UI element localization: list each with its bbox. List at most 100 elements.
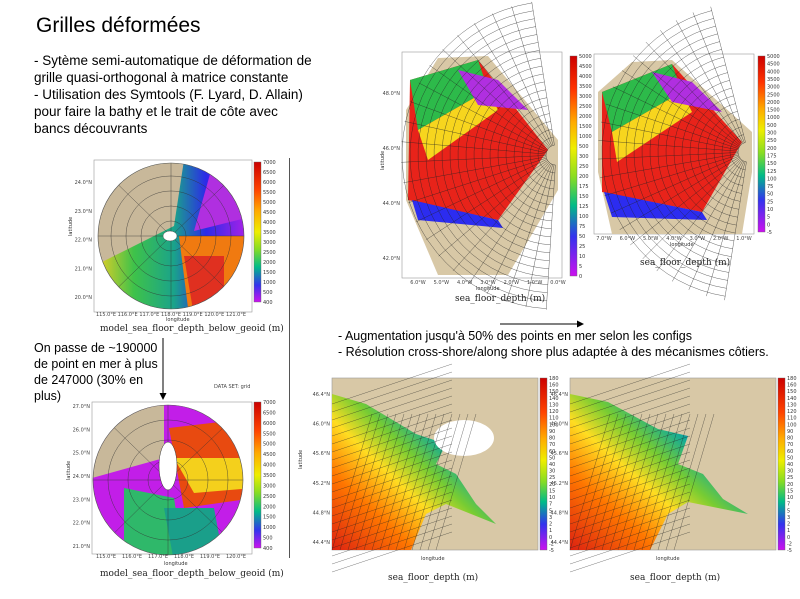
colorbar-tick-label: 6000 [263, 421, 276, 427]
colorbar-tick-label: 10 [549, 495, 555, 501]
grid-line [569, 419, 691, 461]
colorbar-tick-label: 4500 [767, 62, 780, 68]
colorbar-tick-label: 4500 [263, 452, 276, 458]
colorbar-tick-label: 25 [787, 475, 793, 481]
colorbar-tick-label: 2500 [579, 104, 592, 110]
x-tick-label: 118.0°E [161, 312, 181, 318]
grid-arc [545, 144, 556, 166]
colorbar-tick-label: 500 [263, 536, 273, 542]
x-axis-label: longitude [670, 242, 694, 248]
colorbar-tick-label: 5 [767, 215, 770, 221]
x-tick-label: 119.0°E [200, 554, 220, 560]
colorbar-tick-label: 15 [787, 488, 793, 494]
colorbar-tick-label: 175 [767, 153, 777, 159]
grid-line [673, 413, 715, 551]
grid-line [569, 427, 691, 469]
x-tick-label: 1.0°W [527, 280, 542, 286]
colorbar-tick-label: 100 [549, 422, 559, 428]
grid-line [569, 403, 691, 445]
grid-line [411, 413, 453, 551]
grid-line [331, 483, 453, 525]
grid-line [569, 499, 691, 541]
colorbar-tick-label: 40 [549, 462, 555, 468]
colorbar-tick-label: 300 [767, 131, 777, 137]
colorbar-tick-label: 2500 [263, 250, 276, 256]
grid-line [641, 413, 683, 551]
grid-line [585, 413, 627, 551]
grid-ray [457, 35, 550, 148]
colorbar-tick-label: 200 [579, 174, 589, 180]
y-tick-label: 27.0°N [73, 404, 91, 410]
x-axis-label: longitude [166, 317, 190, 323]
colorbar-tick-label: 5000 [263, 442, 276, 448]
grid-ray [469, 163, 551, 284]
y-tick-label: 44.8°N [551, 510, 569, 516]
grid-ray [706, 161, 746, 297]
grid-line [395, 413, 437, 551]
colorbar-tick-label: 120 [787, 409, 797, 415]
grid-line [569, 531, 691, 573]
colorbar-tick-label: 7000 [263, 160, 276, 166]
grid-line [331, 363, 453, 405]
grid-ray [429, 65, 548, 150]
colorbar-tick-label: 4500 [263, 210, 276, 216]
x-tick-label: 119.0°E [183, 312, 203, 318]
colorbar-tick-label: -5 [549, 548, 554, 554]
colorbar-tick-label: 0 [549, 535, 552, 541]
colorbar-tick-label: 120 [549, 409, 559, 415]
grid-ray [442, 49, 549, 149]
colorbar-tick-label: 75 [767, 184, 773, 190]
y-tick-label: 46.0°N [551, 422, 569, 428]
x-tick-label: 1.0°W [736, 236, 751, 242]
colorbar-tick-label: 20 [549, 482, 555, 488]
grid-ray [642, 158, 742, 259]
y-tick-label: 20.0°N [75, 295, 93, 301]
grid-line [593, 413, 635, 551]
colorbar-tick-label: 3500 [579, 84, 592, 90]
y-tick-label: 21.0°N [73, 544, 91, 550]
colorbar-tick-label: 180 [549, 376, 559, 382]
colorbar-tick-label: 1 [787, 528, 790, 534]
y-tick-label: 23.0°N [73, 497, 91, 503]
colorbar-tick-label: 1000 [579, 134, 592, 140]
grid-ray [401, 141, 547, 155]
colorbar-tick-label: 3 [787, 515, 790, 521]
grid-line [331, 435, 453, 477]
grid-line [331, 403, 453, 445]
colorbar-tick-label: 6000 [263, 180, 276, 186]
grid-line [331, 371, 453, 413]
grid-ray [531, 1, 555, 146]
y-tick-label: 22.0°N [73, 521, 91, 527]
grid-ray [546, 164, 556, 310]
x-tick-label: 5.0°W [434, 280, 449, 286]
grid-line [379, 413, 421, 551]
colorbar-tick-label: 400 [263, 300, 273, 306]
grid-line [609, 413, 651, 551]
grid-line [569, 371, 691, 413]
x-tick-label: 6.0°W [410, 280, 425, 286]
x-tick-label: 117.0°E [148, 554, 168, 560]
colorbar-tick-label: 60 [549, 449, 555, 455]
x-tick-label: 117.0°E [139, 312, 159, 318]
colorbar-tick-label: 25 [579, 244, 585, 250]
colorbar-tick-label: 140 [549, 396, 559, 402]
colorbar-tick-label: 7000 [263, 400, 276, 406]
colorbar-tick-label: 150 [767, 161, 777, 167]
colorbar-tick-label: 250 [579, 164, 589, 170]
colorbar-tick-label: 150 [549, 389, 559, 395]
colorbar-tick-label: 4000 [263, 463, 276, 469]
colorbar-tick-label: 2500 [767, 92, 780, 98]
grid-line [569, 435, 691, 477]
grid-ray [710, 6, 746, 143]
grid-line [331, 395, 453, 437]
grid-line [355, 413, 397, 551]
grid-line [331, 507, 453, 549]
grid-ray [505, 164, 553, 302]
grid-ray [486, 163, 552, 294]
colorbar-tick-label: 30 [549, 469, 555, 475]
grid-ray [612, 86, 740, 148]
colorbar-tick-label: 2500 [263, 494, 276, 500]
x-tick-label: 4.0°W [457, 280, 472, 286]
grid-ray [692, 12, 745, 143]
figure-circle-grid-bottom: DATA SET: grid 7000 6500 6000 5500 5000 4500 4… [64, 384, 276, 568]
